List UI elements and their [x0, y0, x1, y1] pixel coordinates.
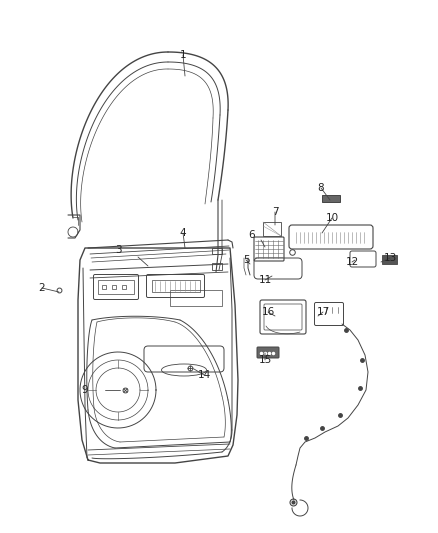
- Text: 10: 10: [325, 213, 339, 223]
- Text: 8: 8: [318, 183, 324, 193]
- Text: 15: 15: [258, 355, 272, 365]
- Text: 9: 9: [82, 385, 88, 395]
- Text: 6: 6: [249, 230, 255, 240]
- Text: 7: 7: [272, 207, 278, 217]
- Text: 4: 4: [180, 228, 186, 238]
- Text: 14: 14: [198, 370, 211, 380]
- Bar: [212, 263, 222, 270]
- Bar: [170, 290, 222, 306]
- Text: 1: 1: [180, 50, 186, 60]
- Text: 11: 11: [258, 275, 272, 285]
- Bar: [263, 222, 281, 236]
- Bar: [382, 255, 397, 264]
- FancyBboxPatch shape: [257, 347, 279, 358]
- Text: 3: 3: [115, 245, 121, 255]
- Bar: [322, 195, 340, 202]
- Bar: [212, 248, 222, 254]
- Text: 5: 5: [243, 255, 249, 265]
- Text: 17: 17: [316, 307, 330, 317]
- Text: 2: 2: [39, 283, 45, 293]
- Bar: [152, 280, 200, 292]
- Text: 13: 13: [383, 253, 397, 263]
- Text: 16: 16: [261, 307, 275, 317]
- Bar: [98, 280, 134, 294]
- Text: 12: 12: [346, 257, 359, 267]
